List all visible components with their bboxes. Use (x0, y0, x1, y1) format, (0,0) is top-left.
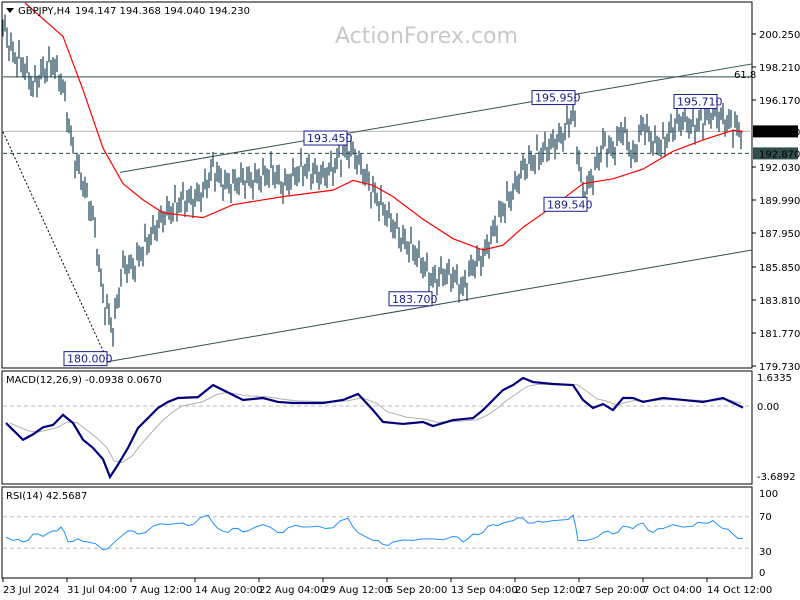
swing-label-text: 193.450 (307, 132, 353, 145)
rsi-axis-label: 100 (759, 489, 778, 500)
time-axis-label: 14 Aug 20:00 (195, 585, 262, 596)
moving-average-line (24, 2, 744, 251)
swing-label-text: 180.000 (67, 353, 113, 366)
macd-label: MACD(12,26,9) -0.0938 0.0670 (6, 375, 162, 386)
swing-label-box (303, 130, 348, 146)
rsi-label: RSI(14) 42.5687 (6, 491, 87, 502)
price-axis-label: 200.250 (759, 30, 800, 41)
price-axis-label: 187.950 (759, 229, 800, 240)
rsi-line (5, 514, 744, 551)
swing-label-box (531, 90, 576, 106)
swing-label-box (673, 93, 718, 109)
price-axis-label: 179.730 (759, 362, 800, 373)
time-axis-label: 7 Aug 12:00 (131, 585, 192, 596)
current-price-value: 194.230 (759, 127, 800, 138)
level-price-badge (753, 147, 798, 160)
swing-label-box (388, 291, 433, 307)
swing-label-text: 183.700 (392, 293, 438, 306)
macd-panel[interactable] (1, 370, 753, 485)
time-axis-label: 13 Sep 04:00 (451, 585, 518, 596)
swing-label-text: 195.710 (677, 95, 723, 108)
time-axis-label: 23 Jul 2024 (3, 585, 60, 596)
macd-axis-label: -3.6892 (757, 472, 796, 483)
time-axis-label: 5 Sep 20:00 (387, 585, 447, 596)
price-axis-label: 192.030 (759, 163, 800, 174)
time-axis-label: 27 Sep 20:00 (579, 585, 646, 596)
price-axis-label: 189.990 (759, 196, 800, 207)
swing-label-text: 195.950 (535, 92, 581, 105)
swing-label-text: 189.540 (547, 198, 593, 211)
macd-axis-label: 1.6335 (757, 373, 792, 384)
time-axis-label: 29 Aug 12:00 (323, 585, 390, 596)
watermark: ActionForex.com (335, 24, 518, 49)
price-panel[interactable] (1, 1, 753, 369)
level-price-value: 192.870 (759, 149, 800, 160)
price-axis-label: 181.770 (759, 329, 800, 340)
price-axis-label: 185.850 (759, 263, 800, 274)
rsi-panel[interactable] (1, 486, 753, 579)
time-axis-label: 31 Jul 04:00 (67, 585, 127, 596)
price-axis-label: 198.210 (759, 63, 800, 74)
rsi-axis-label: 30 (759, 547, 772, 558)
channel-upper-line (119, 63, 753, 173)
macd-axis-label: 0.00 (757, 402, 779, 413)
fib-label: 61.8 (734, 70, 756, 81)
time-axis-label: 7 Oct 04:00 (643, 585, 702, 596)
time-axis-label: 20 Sep 12:00 (515, 585, 582, 596)
time-axis-label: 14 Oct 12:00 (707, 585, 772, 596)
ohlc-values: 194.147 194.368 194.040 194.230 (75, 6, 250, 17)
current-price-badge (753, 125, 798, 138)
rsi-axis-label: 70 (759, 512, 772, 523)
price-axis-label: 183.810 (759, 296, 800, 307)
price-axis-label: 196.170 (759, 96, 800, 107)
swing-label-box (543, 196, 588, 212)
time-axis-label: 22 Aug 04:00 (259, 585, 326, 596)
collapse-triangle-icon[interactable] (6, 8, 14, 13)
macd-line (5, 376, 744, 480)
swing-label-box (63, 351, 108, 367)
rsi-axis-label: 0 (759, 568, 765, 579)
symbol-label: GBPJPY,H4 (18, 6, 71, 17)
